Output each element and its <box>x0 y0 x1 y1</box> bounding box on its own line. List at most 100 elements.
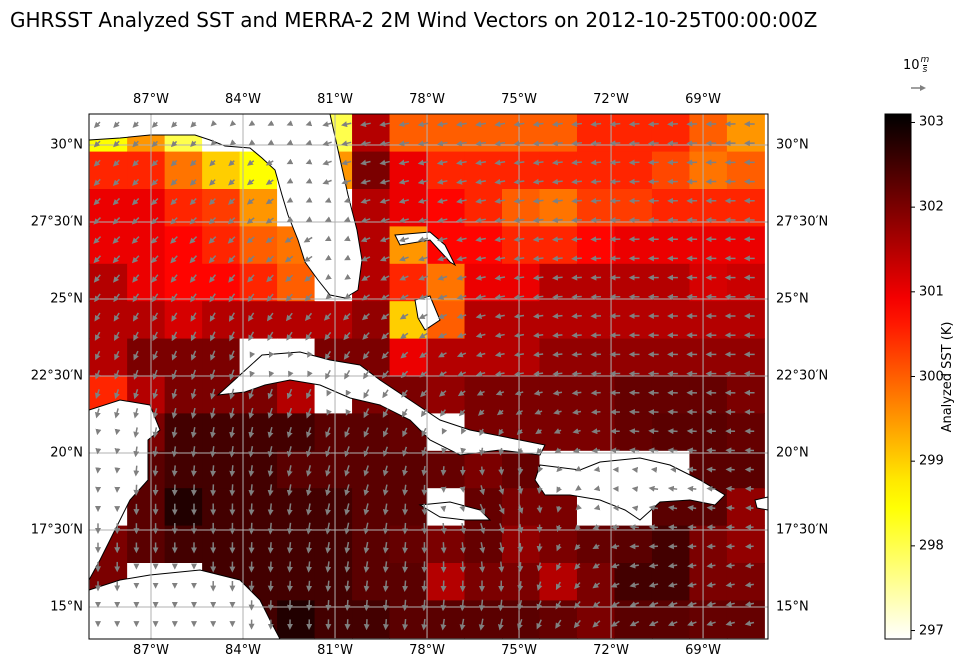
wind-arrow <box>475 178 486 185</box>
y-tick-label-right: 27°30′N <box>776 214 829 230</box>
wind-arrow <box>305 465 312 477</box>
wind-arrow <box>438 351 447 358</box>
wind-arrow <box>475 274 486 281</box>
wind-arrow <box>363 446 370 458</box>
wind-arrow <box>555 581 562 591</box>
wind-arrow <box>306 522 312 535</box>
wind-arrow <box>324 350 332 361</box>
wind-arrow <box>440 618 447 631</box>
wind-arrow <box>341 140 352 147</box>
sst-cell <box>202 151 241 190</box>
wind-arrow <box>532 197 544 204</box>
wind-arrow <box>590 178 602 185</box>
wind-arrow <box>133 465 140 477</box>
wind-arrow <box>344 465 351 477</box>
wind-arrow <box>363 408 370 419</box>
wind-arrow <box>479 542 486 554</box>
wind-arrow <box>494 236 506 243</box>
sst-cell <box>352 301 391 340</box>
wind-arrow <box>266 274 274 283</box>
wind-arrow <box>551 274 563 281</box>
wind-arrow <box>286 216 294 223</box>
wind-arrow <box>556 562 562 571</box>
wind-arrow <box>494 370 505 377</box>
wind-arrow <box>438 390 447 397</box>
wind-arrow <box>210 446 217 458</box>
sst-cell <box>614 114 653 153</box>
wind-arrow <box>456 255 467 262</box>
sst-cell <box>89 301 128 340</box>
wind-arrow <box>209 159 216 167</box>
x-tick-label-top: 69°W <box>685 92 721 107</box>
sst-cell <box>539 189 578 227</box>
wind-arrow <box>744 620 755 627</box>
wind-arrow <box>532 121 544 128</box>
sst-cell <box>239 525 278 564</box>
sst-cell <box>726 563 765 601</box>
wind-arrow <box>609 140 621 147</box>
wind-arrow <box>571 255 582 262</box>
wind-arrow <box>210 369 216 381</box>
wind-arrow <box>514 389 524 396</box>
wind-arrow <box>286 561 293 573</box>
wind-arrow <box>381 351 389 360</box>
wind-arrow <box>437 274 448 281</box>
wind-arrow <box>648 581 659 588</box>
sst-cell <box>539 301 578 340</box>
wind-arrow <box>360 236 371 243</box>
sst-cell <box>689 525 728 564</box>
wind-arrow <box>363 503 370 516</box>
wind-arrow <box>307 370 313 378</box>
wind-arrow <box>131 255 140 264</box>
wind-arrow <box>286 158 294 165</box>
sst-cell <box>689 600 728 639</box>
wind-arrow <box>344 522 351 535</box>
wind-arrow <box>532 217 544 224</box>
wind-arrow <box>268 351 275 358</box>
sst-cell <box>614 151 653 190</box>
wind-arrow <box>402 446 408 457</box>
wind-arrow <box>494 217 506 224</box>
sst-cell <box>127 226 166 265</box>
sst-cell <box>164 525 203 564</box>
wind-arrow <box>325 541 332 554</box>
y-tick-label-left: 25°N <box>50 291 83 307</box>
wind-arrow <box>629 447 640 454</box>
sst-cell <box>427 525 466 564</box>
wind-arrow <box>284 236 294 243</box>
colorbar-label: Analyzed SST (K) <box>940 321 955 433</box>
wind-arrow <box>574 543 581 551</box>
wind-arrow <box>322 159 332 166</box>
wind-arrow <box>513 351 524 358</box>
wind-arrow <box>210 350 216 361</box>
wind-arrow <box>536 505 543 514</box>
x-tick-label-bottom: 78°W <box>409 643 445 658</box>
x-tick-label-top: 87°W <box>133 92 169 107</box>
wind-arrow <box>648 505 659 511</box>
wind-arrow <box>551 197 563 204</box>
wind-arrow <box>248 503 255 516</box>
sst-cell <box>239 488 278 527</box>
wind-arrow <box>629 601 640 607</box>
wind-arrow <box>286 484 293 497</box>
sst-cell <box>314 488 353 527</box>
wind-arrow <box>362 351 370 360</box>
wind-arrow <box>552 351 563 358</box>
wind-arrow <box>381 370 389 379</box>
wind-arrow <box>533 351 544 358</box>
wind-arrow <box>133 389 140 400</box>
wind-arrow <box>455 121 467 128</box>
wind-arrow <box>361 313 370 321</box>
wind-arrow <box>189 198 197 206</box>
wind-arrow <box>706 601 716 607</box>
wind-arrow <box>436 198 448 204</box>
wind-arrow <box>132 178 140 186</box>
wind-arrow <box>93 140 101 148</box>
sst-cell <box>427 600 466 639</box>
wind-arrow <box>399 313 409 320</box>
wind-arrow <box>436 140 448 147</box>
wind-arrow <box>494 159 506 166</box>
wind-arrow <box>94 389 101 400</box>
colorbar-tick-label: 298 <box>919 538 944 554</box>
wind-arrow <box>210 120 218 127</box>
